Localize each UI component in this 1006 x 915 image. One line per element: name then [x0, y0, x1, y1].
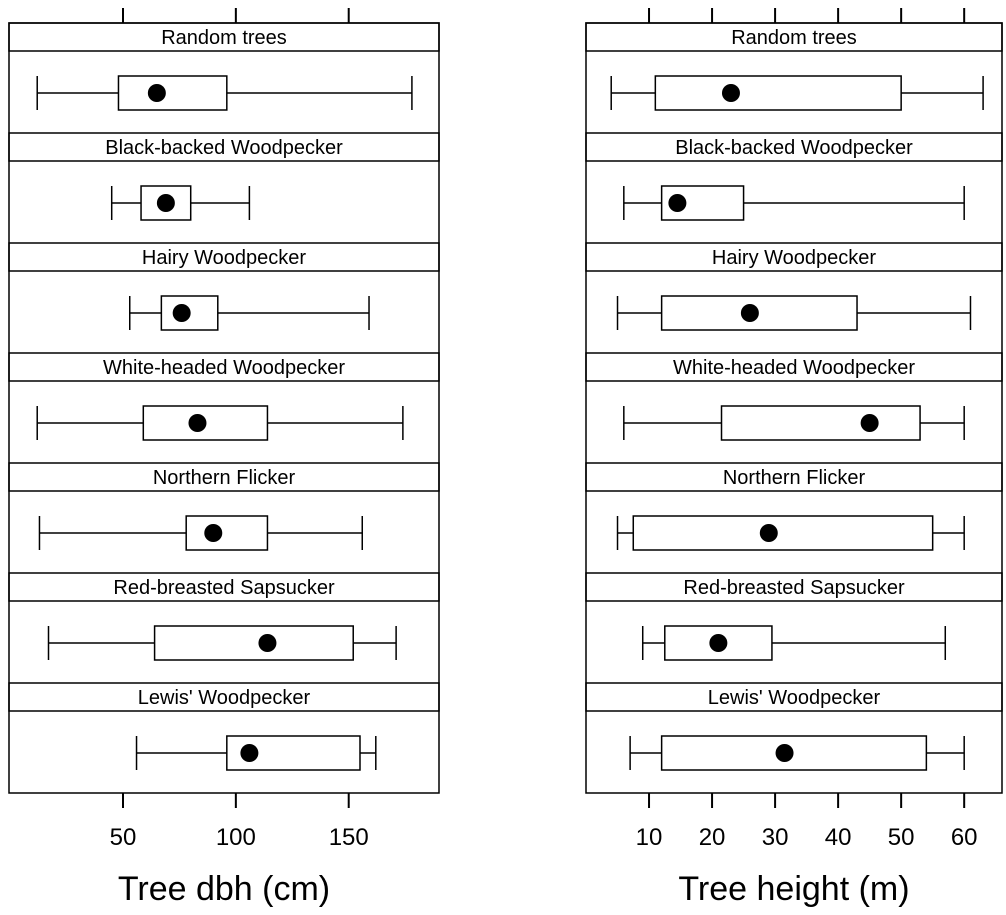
tick-label: 150 [329, 824, 369, 851]
panel-strip [8, 132, 440, 162]
panel-label: Lewis' Woodpecker [708, 687, 881, 709]
iqr-box [185, 515, 269, 551]
panel-label: White-headed Woodpecker [103, 357, 345, 379]
panel-3: Hairy Woodpecker [8, 242, 440, 331]
panel-label: Northern Flicker [723, 467, 866, 489]
panel-label: Red-breasted Sapsucker [683, 577, 905, 599]
median-dot [258, 634, 277, 652]
median-dot [740, 304, 759, 322]
panel-7: Lewis' Woodpecker [585, 682, 1003, 771]
median-dot [721, 84, 740, 102]
panel-4: White-headed Woodpecker [585, 352, 1003, 441]
panel-strip [8, 682, 440, 712]
panel-label: Random trees [161, 27, 287, 49]
median-dot [759, 524, 778, 542]
iqr-box [660, 735, 928, 771]
panel-label: Black-backed Woodpecker [105, 137, 343, 159]
tick-label: 40 [825, 824, 852, 851]
panel-5: Northern Flicker [585, 462, 1003, 551]
iqr-box [664, 625, 773, 661]
panel-label: Hairy Woodpecker [142, 247, 306, 269]
tick-label: 50 [888, 824, 915, 851]
panel-5: Northern Flicker [8, 462, 440, 551]
tick-label: 10 [636, 824, 663, 851]
panel-strip [585, 462, 1003, 492]
iqr-box [654, 75, 902, 111]
panel-1: Random trees [8, 22, 440, 111]
tick-label: 30 [762, 824, 789, 851]
tick-label: 20 [699, 824, 726, 851]
chart-1: Random trees Black-backed Woodpecker Hairy… [8, 8, 440, 908]
iqr-box [117, 75, 228, 111]
median-dot [188, 414, 207, 432]
panel-strip [585, 22, 1003, 52]
panel-strip [585, 352, 1003, 382]
median-dot [860, 414, 879, 432]
panel-label: Black-backed Woodpecker [675, 137, 913, 159]
panel-label: Northern Flicker [153, 467, 296, 489]
median-dot [709, 634, 728, 652]
iqr-box [720, 405, 921, 441]
median-dot [156, 194, 175, 212]
panel-strip [585, 242, 1003, 272]
tick-label: 100 [216, 824, 256, 851]
panel-3: Hairy Woodpecker [585, 242, 1003, 331]
panel-2: Black-backed Woodpecker [585, 132, 1003, 221]
median-dot [668, 194, 687, 212]
iqr-box [632, 515, 934, 551]
median-dot [147, 84, 166, 102]
panel-6: Red-breasted Sapsucker [8, 572, 440, 661]
panel-frame [8, 22, 440, 794]
tick-label: 60 [951, 824, 978, 851]
median-dot [775, 744, 794, 762]
panel-frame [585, 22, 1003, 794]
panel-strip [8, 352, 440, 382]
panel-label: Red-breasted Sapsucker [113, 577, 335, 599]
iqr-box [660, 295, 858, 331]
tick-label: 50 [110, 824, 137, 851]
iqr-box [153, 625, 354, 661]
panel-6: Red-breasted Sapsucker [585, 572, 1003, 661]
panel-label: Hairy Woodpecker [712, 247, 876, 269]
median-dot [172, 304, 191, 322]
x-axis-label: Tree dbh (cm) [118, 870, 330, 908]
panel-label: White-headed Woodpecker [673, 357, 915, 379]
median-dot [204, 524, 223, 542]
panel-1: Random trees [585, 22, 1003, 111]
panel-2: Black-backed Woodpecker [8, 132, 440, 221]
panel-7: Lewis' Woodpecker [8, 682, 440, 771]
panel-label: Random trees [731, 27, 857, 49]
panel-strip [585, 682, 1003, 712]
panel-4: White-headed Woodpecker [8, 352, 440, 441]
panel-label: Lewis' Woodpecker [138, 687, 311, 709]
x-axis-label: Tree height (m) [678, 870, 909, 908]
median-dot [240, 744, 259, 762]
chart-2: Random trees Black-backed Woodpecker Hairy… [585, 8, 1003, 908]
